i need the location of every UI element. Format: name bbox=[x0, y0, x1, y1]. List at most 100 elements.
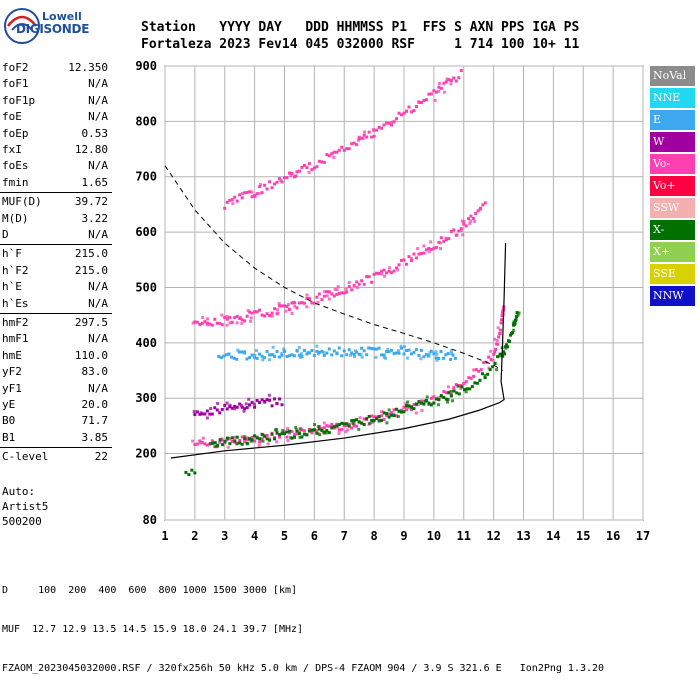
echo-point bbox=[453, 356, 457, 360]
echo-point bbox=[295, 306, 299, 310]
echo-point bbox=[387, 408, 391, 412]
echo-point bbox=[407, 348, 411, 352]
echo-point bbox=[449, 82, 453, 86]
echo-point bbox=[316, 352, 320, 356]
echo-point bbox=[245, 436, 249, 440]
echo-point bbox=[258, 185, 262, 189]
echo-point bbox=[395, 266, 399, 270]
echo-point bbox=[491, 365, 495, 369]
echo-point bbox=[310, 349, 314, 353]
echo-point bbox=[243, 191, 247, 195]
echo-point bbox=[473, 219, 477, 223]
echo-point bbox=[213, 441, 217, 445]
echo-point bbox=[238, 438, 242, 442]
echo-point bbox=[380, 353, 384, 357]
echo-point bbox=[429, 248, 433, 252]
x-tick-label: 10 bbox=[427, 529, 441, 543]
echo-point bbox=[295, 432, 299, 436]
echo-point bbox=[387, 121, 391, 125]
echo-point bbox=[496, 326, 500, 330]
echo-point bbox=[235, 357, 239, 361]
echo-point bbox=[396, 415, 400, 419]
echo-point bbox=[243, 440, 247, 444]
echo-point bbox=[351, 422, 355, 426]
echo-point bbox=[235, 442, 239, 446]
echo-point bbox=[444, 353, 448, 357]
echo-point bbox=[259, 183, 263, 187]
echo-point bbox=[242, 409, 246, 413]
echo-point bbox=[375, 128, 379, 132]
echo-point bbox=[442, 81, 446, 85]
echo-point bbox=[285, 435, 289, 439]
echo-point bbox=[449, 357, 453, 361]
echo-point bbox=[245, 438, 249, 442]
echo-point bbox=[455, 391, 459, 395]
echo-point bbox=[412, 403, 416, 407]
echo-point bbox=[198, 441, 202, 445]
echo-point bbox=[312, 428, 316, 432]
echo-point bbox=[387, 412, 391, 416]
echo-point bbox=[462, 382, 466, 386]
echo-point bbox=[313, 423, 317, 427]
echo-point bbox=[191, 321, 195, 325]
echo-point bbox=[265, 350, 269, 354]
echo-point bbox=[452, 389, 456, 393]
echo-point bbox=[233, 195, 237, 199]
echo-point bbox=[316, 300, 320, 304]
echo-point bbox=[371, 421, 375, 425]
echo-point bbox=[223, 440, 227, 444]
echo-point bbox=[371, 419, 375, 423]
echo-point bbox=[479, 368, 483, 372]
echo-point bbox=[260, 313, 264, 317]
param-row: hmF1 N/A bbox=[0, 331, 112, 347]
echo-point bbox=[248, 310, 252, 314]
echo-point bbox=[444, 80, 448, 84]
y-tick-label: 800 bbox=[135, 114, 157, 128]
echo-point bbox=[404, 348, 408, 352]
echo-point bbox=[225, 407, 229, 411]
echo-point bbox=[205, 416, 209, 420]
param-row: foF1 N/A bbox=[0, 76, 112, 92]
echo-point bbox=[385, 271, 389, 275]
echo-point bbox=[325, 351, 329, 355]
echo-point bbox=[278, 177, 282, 181]
echo-point bbox=[252, 402, 256, 406]
echo-point bbox=[286, 439, 290, 443]
echo-point bbox=[342, 148, 346, 152]
echo-point bbox=[265, 398, 269, 402]
echo-point bbox=[317, 159, 321, 163]
echo-point bbox=[372, 129, 376, 133]
echo-point bbox=[285, 354, 289, 358]
echo-point bbox=[335, 150, 339, 154]
echo-point bbox=[322, 353, 326, 357]
echo-point bbox=[283, 304, 286, 308]
echo-point bbox=[292, 433, 296, 437]
echo-point bbox=[511, 331, 515, 335]
echo-point bbox=[208, 412, 212, 416]
echo-point bbox=[238, 193, 242, 197]
echo-point bbox=[323, 290, 327, 294]
panel-separator bbox=[0, 447, 112, 449]
param-row: M(D) 3.22 bbox=[0, 211, 112, 227]
echo-point bbox=[472, 368, 476, 372]
echo-point bbox=[255, 436, 259, 440]
echo-point bbox=[249, 439, 253, 443]
param-value: N/A bbox=[88, 296, 108, 310]
echo-point bbox=[201, 436, 205, 440]
echo-point bbox=[457, 229, 461, 233]
echo-point bbox=[327, 290, 331, 294]
echo-point bbox=[360, 421, 364, 425]
echo-point bbox=[452, 228, 456, 232]
echo-point bbox=[220, 313, 224, 317]
echo-point bbox=[278, 435, 282, 439]
echo-point bbox=[280, 351, 284, 355]
param-name: yE bbox=[2, 398, 16, 411]
echo-point bbox=[205, 321, 209, 325]
echo-point bbox=[281, 429, 285, 433]
echo-point bbox=[203, 320, 207, 324]
echo-point bbox=[278, 433, 282, 437]
param-name: foE bbox=[2, 110, 22, 124]
echo-point bbox=[372, 272, 376, 276]
echo-point bbox=[361, 136, 365, 140]
echo-point bbox=[428, 351, 432, 355]
